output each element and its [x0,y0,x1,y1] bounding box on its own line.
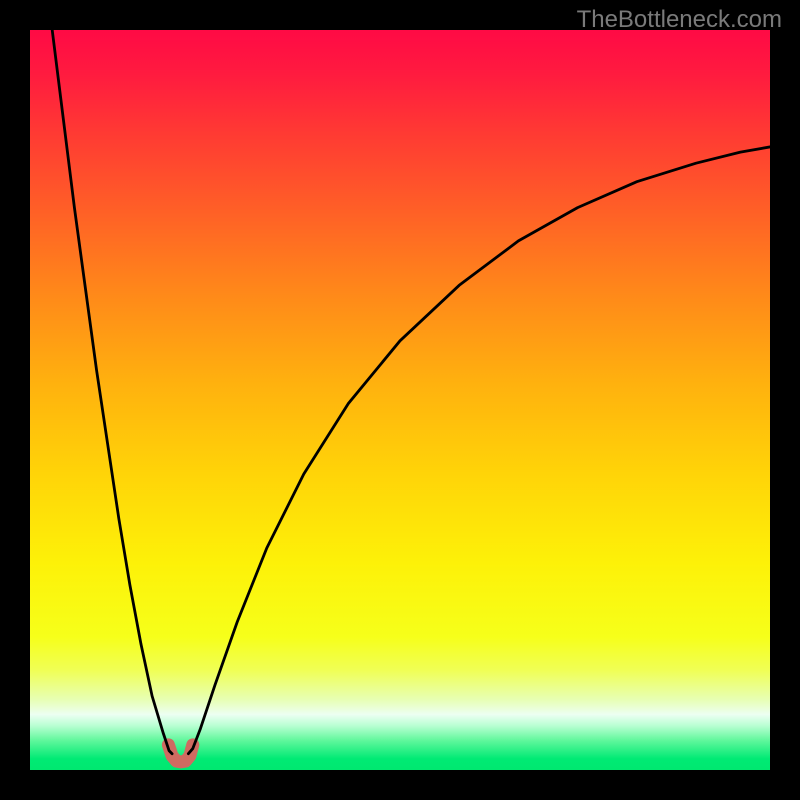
plot-svg [30,30,770,770]
plot-background [30,30,770,770]
stage: TheBottleneck.com [0,0,800,800]
plot-frame [30,30,770,770]
watermark-text: TheBottleneck.com [577,6,782,34]
